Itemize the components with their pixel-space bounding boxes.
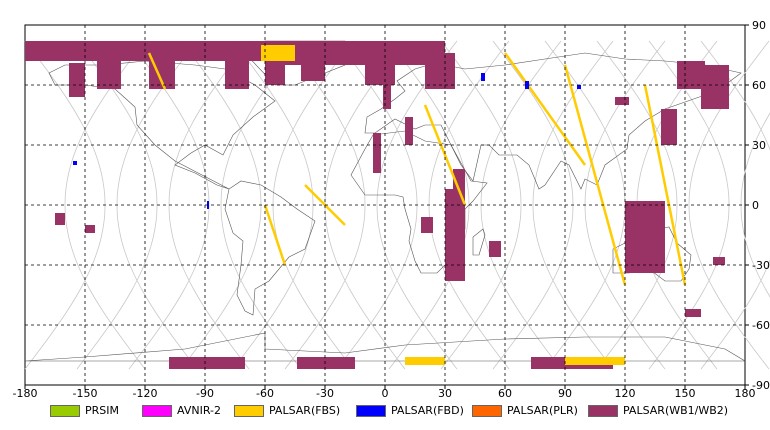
legend-item-palsar-plr: PALSAR(PLR) xyxy=(472,404,578,417)
swath-palsar-fbs xyxy=(643,84,687,286)
lat-tick-label: 0 xyxy=(752,199,759,212)
lat-tick-label: 60 xyxy=(752,79,766,92)
graticule xyxy=(25,25,745,385)
orbit-track xyxy=(440,40,522,370)
swath-palsar-wb1-wb2 xyxy=(405,117,413,145)
orbit-track xyxy=(700,40,770,370)
lon-tick-label: -180 xyxy=(13,387,38,398)
legend-swatch-palsar-plr xyxy=(472,404,502,417)
legend-swatch-palsar-fbd xyxy=(356,404,386,417)
lon-tick-label: 120 xyxy=(615,387,636,398)
lon-tick-label: 180 xyxy=(735,387,756,398)
legend-label-avnir2: AVNIR-2 xyxy=(177,404,221,417)
coastline xyxy=(224,180,316,316)
swath-palsar-fbd xyxy=(481,73,485,81)
legend-label-prsim: PRSIM xyxy=(85,404,119,417)
lat-tick-label: 30 xyxy=(752,139,766,152)
swath-palsar-wb1-wb2 xyxy=(615,97,629,105)
swath-palsar-wb1-wb2 xyxy=(97,61,121,89)
lon-tick-label: 90 xyxy=(558,387,572,398)
coastline xyxy=(48,60,276,190)
latitude-ticks: 90 60 30 0 -30 -60 -90 xyxy=(745,19,770,392)
swath-palsar-wb1-wb2 xyxy=(265,61,285,85)
swath-palsar-wb1-wb2 xyxy=(297,357,355,369)
swath-palsar-fbs xyxy=(405,357,445,365)
lon-tick-label: -60 xyxy=(256,387,274,398)
swath-palsar-wb1-wb2 xyxy=(69,63,85,97)
swath-palsar-wb1-wb2 xyxy=(425,53,455,89)
orbit-track xyxy=(64,40,146,370)
legend-swatch-palsar-fbs xyxy=(234,404,264,417)
swath-palsar-fbs xyxy=(261,45,295,61)
lat-tick-label: -30 xyxy=(752,259,770,272)
coastline xyxy=(24,332,747,362)
swath-palsar-wb1-wb2 xyxy=(445,189,465,281)
coverage-map: -180 -150 -120 -90 -60 -30 0 30 60 90 120 150 180 90… xyxy=(13,19,770,398)
lon-tick-label: 30 xyxy=(438,387,452,398)
legend-label-palsar-wb: PALSAR(WB1/WB2) xyxy=(623,404,729,417)
orbit-track xyxy=(596,40,678,370)
swath-palsar-wb1-wb2 xyxy=(365,53,395,85)
coastline xyxy=(472,228,486,256)
lat-tick-label: 90 xyxy=(752,19,766,32)
legend-item-palsar-fbd: PALSAR(FBD) xyxy=(356,404,464,417)
lon-tick-label: -30 xyxy=(316,387,334,398)
swath-palsar-wb1-wb2 xyxy=(677,61,705,89)
swath-palsar-fbs xyxy=(423,104,467,206)
swath-palsar-wb1-wb2 xyxy=(85,225,95,233)
lat-tick-label: -90 xyxy=(752,379,770,392)
swath-palsar-fbs xyxy=(565,357,625,365)
legend-swatch-avnir2 xyxy=(142,404,172,417)
legend-item-prsim: PRSIM xyxy=(50,404,119,417)
lon-tick-label: -90 xyxy=(196,387,214,398)
legend-item-palsar-wb: PALSAR(WB1/WB2) xyxy=(588,404,728,417)
legend-item-avnir2: AVNIR-2 xyxy=(142,404,221,417)
lon-tick-label: -120 xyxy=(133,387,158,398)
legend-swatch-prsim xyxy=(50,404,80,417)
legend-label-palsar-fbs: PALSAR(FBS) xyxy=(269,404,341,417)
swath-palsar-wb1-wb2 xyxy=(225,57,249,89)
swath-palsar-fbs xyxy=(503,52,587,166)
swath-palsar-fbd xyxy=(525,81,529,89)
legend: PRSIM AVNIR-2 PALSAR(FBS) PALSAR(FBD) PA… xyxy=(0,398,770,430)
lon-tick-label: 60 xyxy=(498,387,512,398)
swath-palsar-wb1-wb2 xyxy=(701,65,729,109)
swath-palsar-fbd xyxy=(577,85,581,89)
swath-palsar-wb1-wb2 xyxy=(661,109,677,145)
orbit-track xyxy=(220,40,302,370)
swath-palsar-wb1-wb2 xyxy=(169,357,245,369)
lon-tick-label: -150 xyxy=(73,387,98,398)
swath-palsar-wb1-wb2 xyxy=(383,85,391,109)
orbit-track xyxy=(376,40,458,370)
legend-label-palsar-fbd: PALSAR(FBD) xyxy=(391,404,464,417)
swath-palsar-wb1-wb2 xyxy=(489,241,501,257)
swath-palsar-wb1-wb2 xyxy=(55,213,65,225)
lon-tick-label: 0 xyxy=(382,387,389,398)
swath-palsar-wb1-wb2 xyxy=(625,201,665,273)
longitude-ticks: -180 -150 -120 -90 -60 -30 0 30 60 90 120 150 180 xyxy=(13,385,756,398)
swath-palsar-fbs xyxy=(563,64,627,286)
lat-tick-label: -60 xyxy=(752,319,770,332)
lon-tick-label: 150 xyxy=(675,387,696,398)
swath-palsar-wb1-wb2 xyxy=(301,53,325,81)
swath-palsar-wb1-wb2 xyxy=(421,217,433,233)
swath-palsar-wb1-wb2 xyxy=(713,257,725,265)
swath-palsar-fbd xyxy=(73,161,77,165)
swath-palsar-wb1-wb2 xyxy=(373,133,381,173)
legend-item-palsar-fbs: PALSAR(FBS) xyxy=(234,404,340,417)
legend-swatch-palsar-wb xyxy=(588,404,618,417)
swath-palsar-wb1-wb2 xyxy=(685,309,701,317)
legend-label-palsar-plr: PALSAR(PLR) xyxy=(507,404,578,417)
swath-palsar-fbs xyxy=(263,204,287,266)
swath-palsar-fbs xyxy=(147,52,167,90)
